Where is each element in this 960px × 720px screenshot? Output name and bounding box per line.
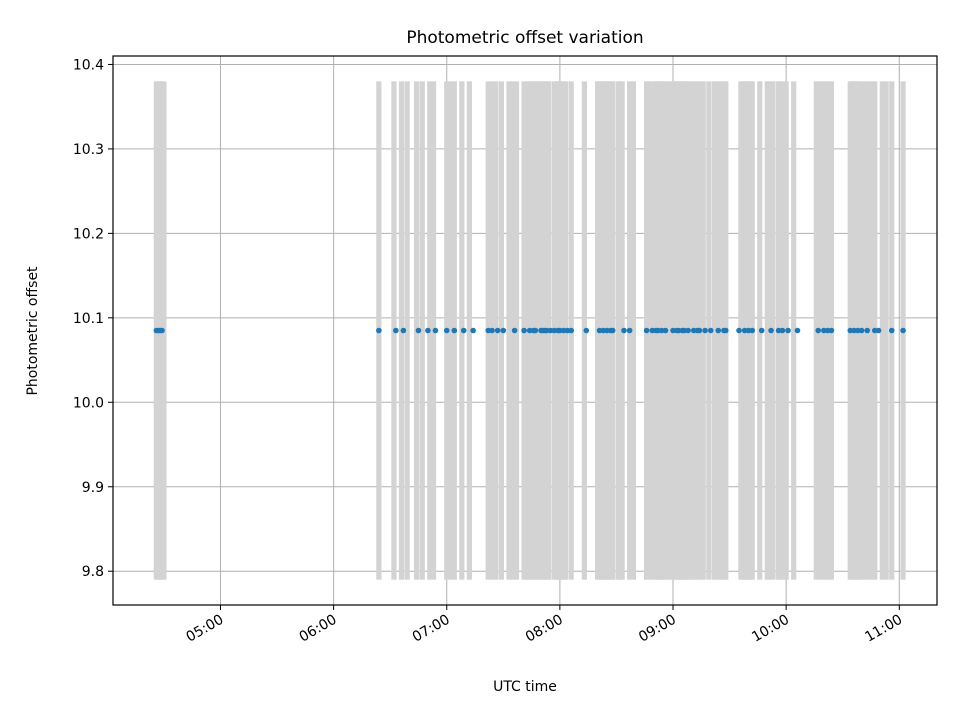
data-point — [489, 327, 495, 334]
data-point — [715, 327, 722, 334]
data-point — [779, 327, 786, 334]
y-tick-label: 10.2 — [73, 226, 104, 242]
data-point — [815, 327, 822, 334]
y-axis-label: Photometric offset — [25, 266, 41, 396]
coverage-band — [879, 81, 885, 580]
coverage-band — [506, 81, 512, 580]
data-point — [568, 327, 574, 334]
data-point — [749, 327, 756, 334]
data-point — [864, 327, 871, 334]
data-point — [785, 327, 791, 334]
y-tick-label: 10.1 — [73, 311, 104, 327]
data-point — [460, 327, 467, 334]
data-point — [723, 327, 729, 334]
plot-frame — [112, 55, 938, 606]
coverage-band — [868, 81, 874, 580]
data-point — [685, 327, 691, 334]
chart-title: Photometric offset variation — [406, 28, 643, 48]
data-point — [626, 327, 633, 334]
data-point — [583, 327, 590, 334]
y-axis-ticks: 9.8 9.9 10.0 10.1 10.2 10.3 10.4 — [73, 57, 113, 580]
coverage-band — [791, 81, 797, 580]
x-axis-label: UTC time — [493, 679, 557, 695]
data-point — [888, 327, 895, 334]
data-point — [400, 327, 407, 334]
coverage-band — [630, 81, 637, 580]
data-point — [376, 327, 382, 334]
data-point — [768, 327, 774, 334]
data-point — [451, 327, 458, 334]
data-point — [643, 327, 650, 334]
y-tick-label: 10.4 — [73, 57, 104, 73]
y-tick-label: 10.3 — [73, 142, 104, 158]
data-point — [532, 327, 539, 334]
data-point — [432, 327, 439, 334]
coverage-band — [419, 81, 425, 580]
data-point — [415, 327, 422, 334]
coverage-band — [666, 81, 672, 580]
data-point — [900, 327, 906, 334]
data-point — [662, 327, 669, 334]
data-point — [425, 327, 431, 334]
data-point — [609, 327, 616, 334]
coverage-band — [404, 81, 410, 580]
data-point — [707, 327, 714, 334]
data-point — [500, 327, 507, 334]
data-point — [696, 327, 703, 334]
data-point — [702, 327, 708, 334]
coverage-band — [466, 81, 472, 580]
data-point — [159, 327, 165, 334]
y-tick-label: 9.8 — [82, 564, 104, 580]
y-tick-label: 10.0 — [73, 395, 104, 411]
coverage-band — [883, 81, 889, 580]
data-point — [393, 327, 399, 334]
coverage-band — [447, 81, 454, 580]
data-point — [858, 327, 865, 334]
data-point — [443, 327, 450, 334]
data-point — [794, 327, 801, 334]
data-point — [511, 327, 518, 334]
data-point — [621, 327, 627, 334]
data-point — [470, 327, 476, 334]
data-points — [153, 327, 906, 334]
data-point — [875, 327, 882, 334]
data-point — [758, 327, 765, 334]
data-point — [828, 327, 835, 334]
data-point — [521, 327, 527, 334]
data-point — [494, 327, 501, 334]
y-tick-label: 9.9 — [82, 480, 104, 496]
data-point — [736, 327, 742, 334]
